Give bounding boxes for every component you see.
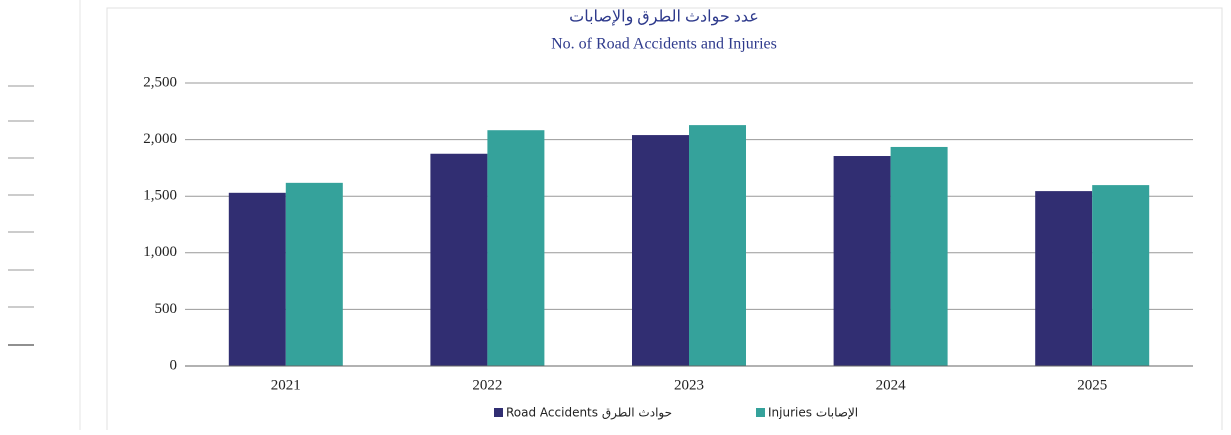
x-tick-label: 2022	[472, 377, 502, 393]
y-tick-label: 1,000	[143, 244, 177, 260]
bar	[430, 153, 488, 366]
bar	[833, 156, 891, 366]
x-tick-label: 2024	[876, 377, 907, 393]
bar	[890, 146, 948, 366]
bar	[285, 182, 343, 366]
bar	[228, 192, 286, 366]
bar	[1035, 191, 1093, 366]
legend-label: Road Accidents حوادث الطرق	[506, 406, 672, 421]
chart-subtitle: No. of Road Accidents and Injuries	[551, 36, 777, 53]
legend-label: Injuries الإصابات	[768, 406, 858, 420]
y-tick-label: 500	[155, 301, 178, 317]
bar	[689, 125, 746, 366]
x-tick-label: 2021	[271, 377, 301, 393]
legend-swatch	[494, 408, 503, 417]
x-tick-label: 2025	[1077, 377, 1107, 393]
bar	[487, 130, 545, 366]
chart-frame	[106, 7, 1223, 430]
legend-swatch	[756, 408, 765, 417]
y-tick-label: 1,500	[143, 188, 177, 204]
y-tick-label: 2,000	[143, 131, 177, 147]
chart-title: عدد حوادث الطرق والإصابات	[569, 9, 759, 26]
y-tick-label: 2,500	[143, 74, 177, 90]
bar	[1092, 185, 1150, 366]
side-panel	[8, 0, 81, 430]
x-tick-label: 2023	[674, 377, 704, 393]
bar	[632, 135, 689, 366]
y-tick-label: 0	[170, 357, 178, 373]
